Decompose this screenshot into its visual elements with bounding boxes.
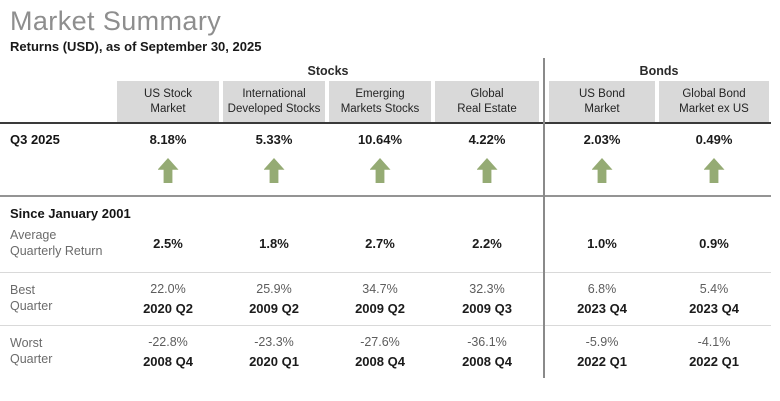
best-cell-global-bond-ex-us: 5.4% 2023 Q4 <box>689 281 739 316</box>
up-arrow-icon <box>369 158 391 183</box>
best-cell-international-developed: 25.9% 2009 Q2 <box>249 281 299 316</box>
avg-cell-us-bond-market: 1.0% <box>587 235 617 251</box>
up-arrow-icon <box>263 158 285 183</box>
worst-cell-global-bond-ex-us: -4.1% 2022 Q1 <box>689 334 739 369</box>
row-average-quarterly-return: Average Quarterly Return 2.5% 1.8% 2.7% … <box>0 226 771 273</box>
column-header-us-bond-market: US Bond Market <box>549 81 655 122</box>
worst-cell-us-bond-market: -5.9% 2022 Q1 <box>577 334 627 369</box>
page-title: Market Summary <box>10 6 222 36</box>
row-label-worst-quarter: Worst Quarter <box>10 335 53 366</box>
column-header-row: US Stock Market International Developed … <box>0 81 771 124</box>
best-cell-emerging-markets: 34.7% 2009 Q2 <box>355 281 405 316</box>
row-q3-2025: Q3 2025 8.18% 5.33% 10.64% 4.22% 2.03% <box>0 124 771 197</box>
up-arrow-icon <box>476 158 498 183</box>
up-arrow-icon <box>591 158 613 183</box>
group-header-row: Stocks Bonds <box>0 58 771 81</box>
q3-cell-global-real-estate: 4.22% <box>433 131 541 195</box>
row-label-q3-2025: Q3 2025 <box>10 132 60 147</box>
worst-cell-us-stock-market: -22.8% 2008 Q4 <box>143 334 193 369</box>
best-cell-us-bond-market: 6.8% 2023 Q4 <box>577 281 627 316</box>
group-label-bonds: Bonds <box>639 64 679 78</box>
best-cell-us-stock-market: 22.0% 2020 Q2 <box>143 281 193 316</box>
best-cell-global-real-estate: 32.3% 2009 Q3 <box>462 281 512 316</box>
column-header-emerging-markets-stocks: Emerging Markets Stocks <box>329 81 431 122</box>
row-worst-quarter: Worst Quarter -22.8% 2008 Q4 -23.3% 2020… <box>0 326 771 383</box>
up-arrow-icon <box>703 158 725 183</box>
up-arrow-icon <box>157 158 179 183</box>
q3-cell-global-bond-ex-us: 0.49% <box>657 131 771 195</box>
q3-cell-us-stock-market: 8.18% <box>115 131 221 195</box>
row-since-january-2001: Since January 2001 <box>0 197 771 226</box>
page-subtitle: Returns (USD), as of September 30, 2025 <box>10 39 262 54</box>
worst-cell-global-real-estate: -36.1% 2008 Q4 <box>462 334 512 369</box>
column-header-us-stock-market: US Stock Market <box>117 81 219 122</box>
row-best-quarter: Best Quarter 22.0% 2020 Q2 25.9% 2009 Q2… <box>0 273 771 326</box>
avg-cell-international-developed: 1.8% <box>259 235 289 251</box>
q3-cell-emerging-markets: 10.64% <box>327 131 433 195</box>
section-label-since-january-2001: Since January 2001 <box>10 206 131 221</box>
row-label-average-quarterly-return: Average Quarterly Return <box>10 228 103 258</box>
worst-cell-international-developed: -23.3% 2020 Q1 <box>249 334 299 369</box>
row-label-best-quarter: Best Quarter <box>10 282 53 313</box>
avg-cell-emerging-markets: 2.7% <box>365 235 395 251</box>
worst-cell-emerging-markets: -27.6% 2008 Q4 <box>355 334 405 369</box>
q3-cell-international-developed: 5.33% <box>221 131 327 195</box>
q3-cell-us-bond-market: 2.03% <box>547 131 657 195</box>
column-header-global-bond-market-ex-us: Global Bond Market ex US <box>659 81 769 122</box>
avg-cell-us-stock-market: 2.5% <box>153 235 183 251</box>
avg-cell-global-real-estate: 2.2% <box>472 235 502 251</box>
column-header-international-developed-stocks: International Developed Stocks <box>223 81 325 122</box>
group-label-stocks: Stocks <box>307 64 349 78</box>
avg-cell-global-bond-ex-us: 0.9% <box>699 235 729 251</box>
returns-table: Stocks Bonds US Stock Market Internation… <box>0 58 771 383</box>
stocks-bonds-divider <box>543 58 545 378</box>
column-header-global-real-estate: Global Real Estate <box>435 81 539 122</box>
